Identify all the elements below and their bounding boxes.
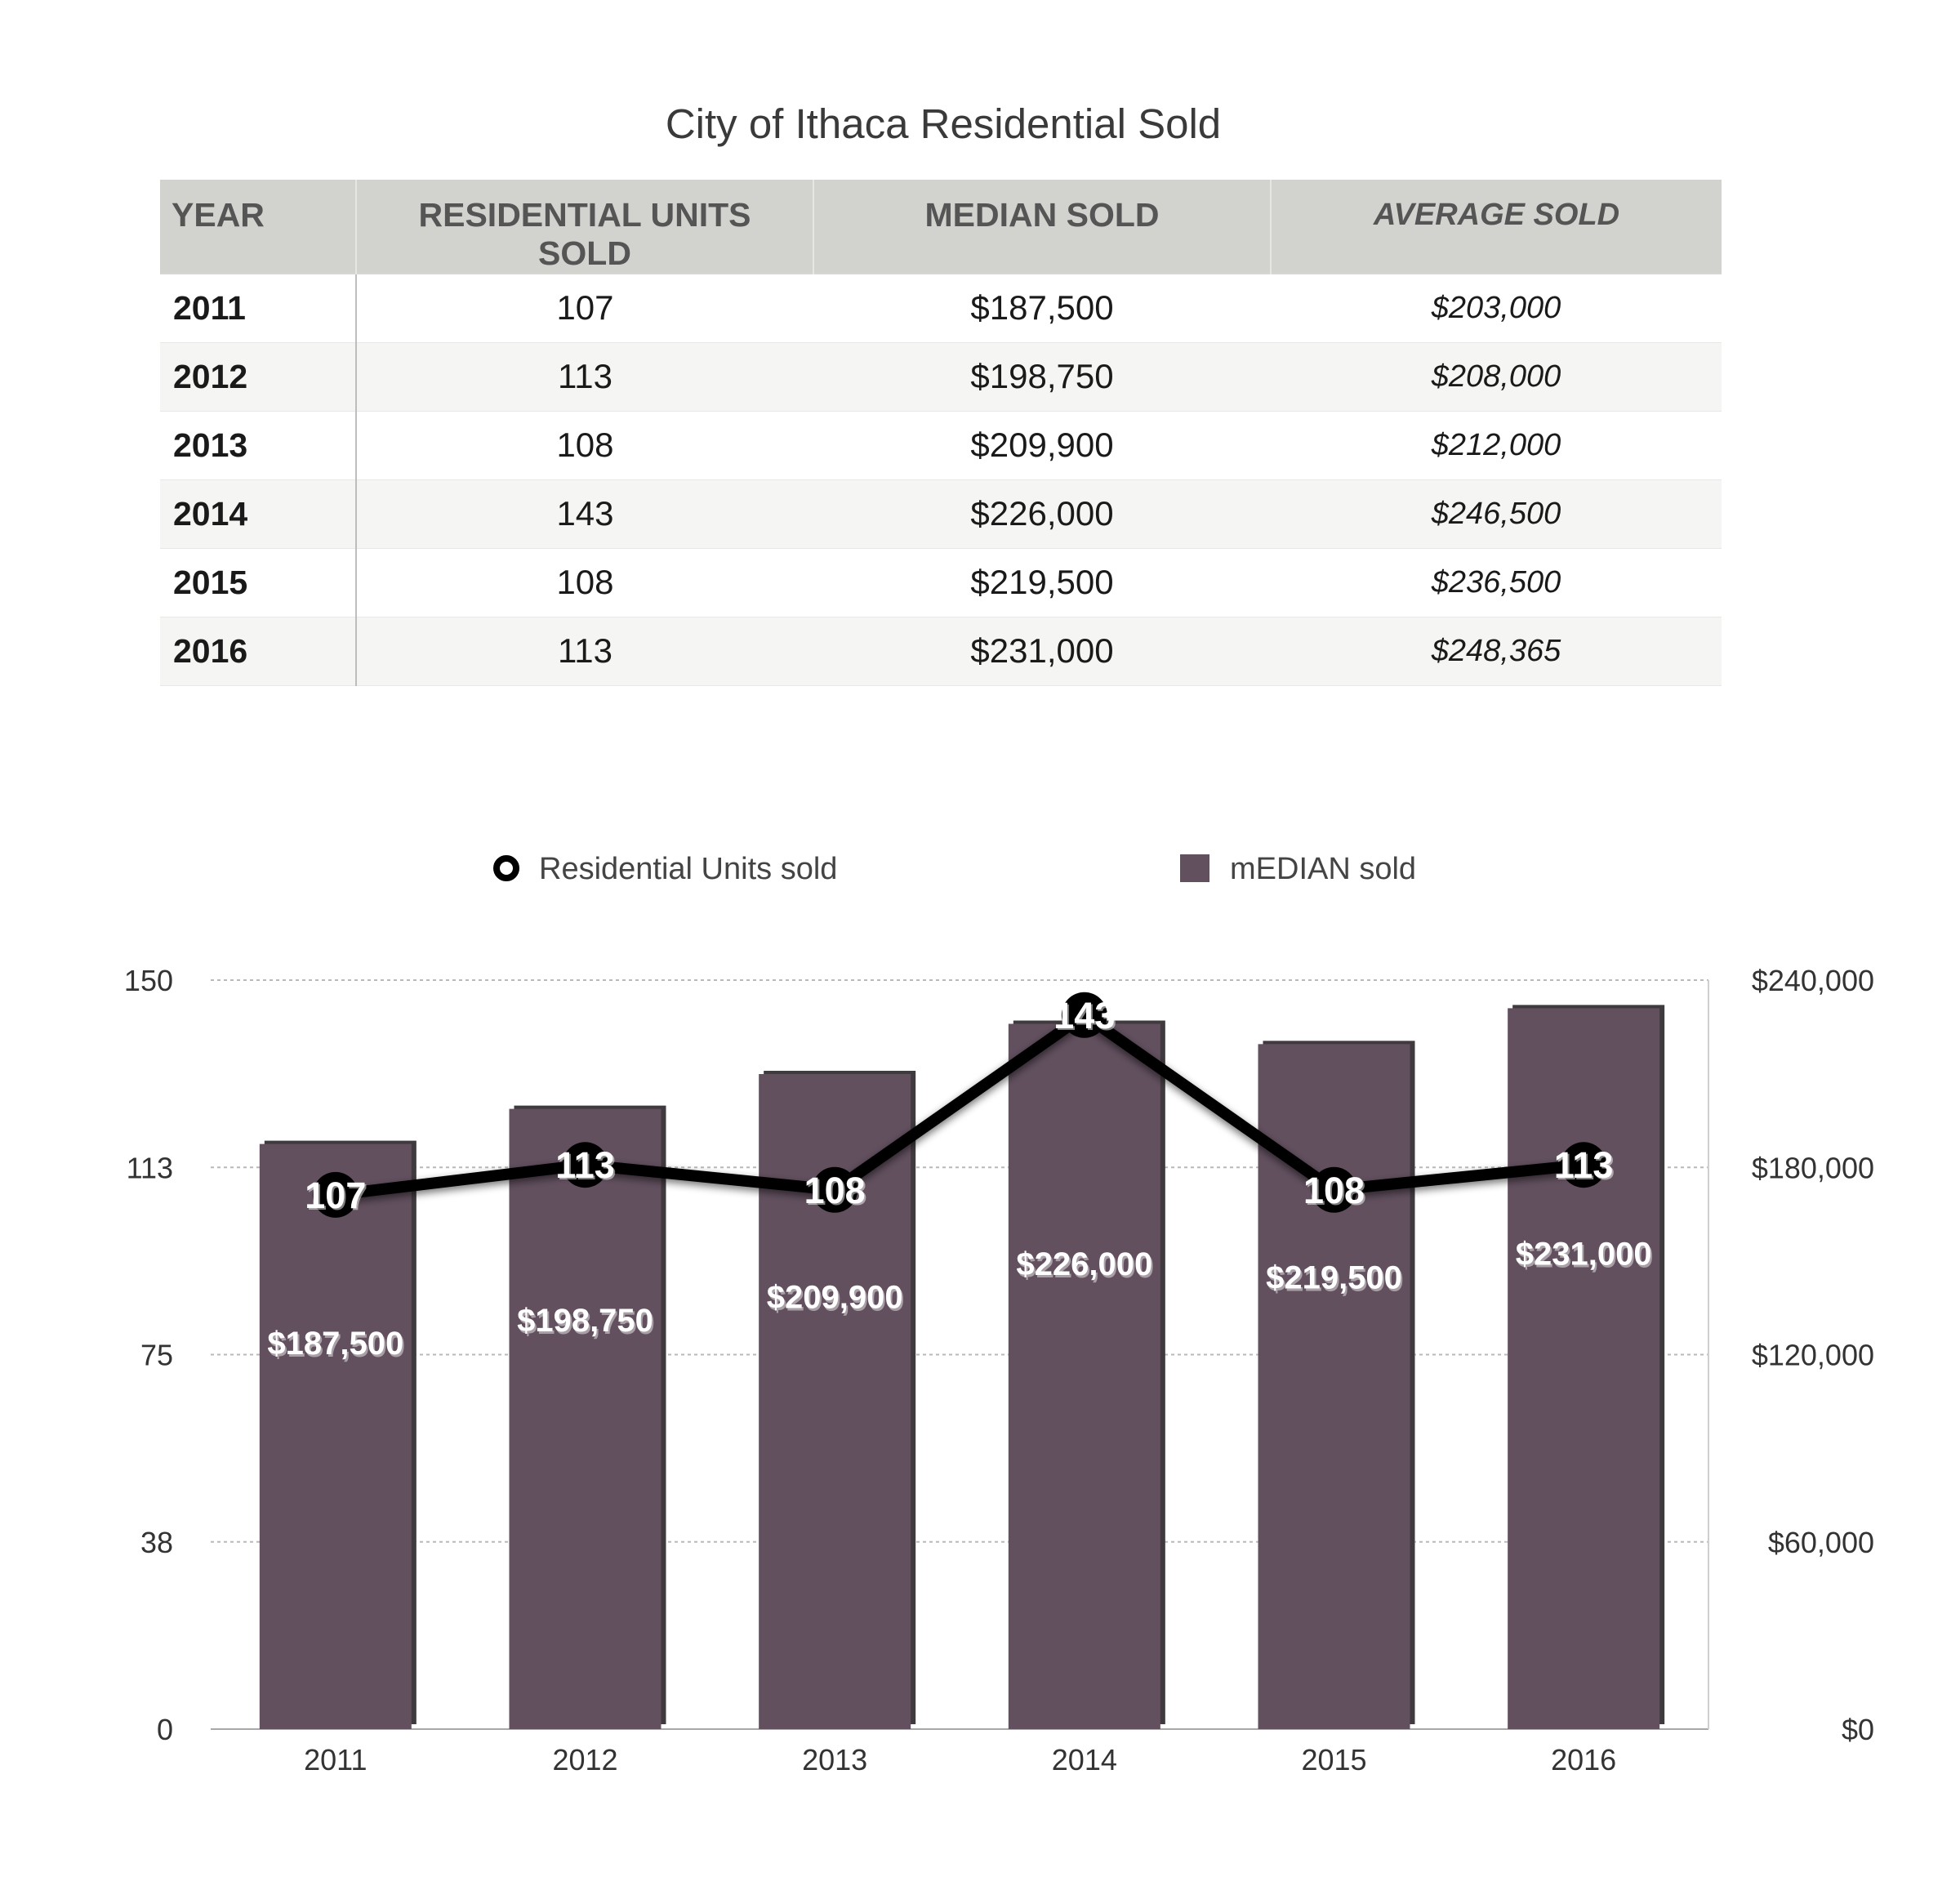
bar-series [259, 1005, 1665, 1729]
x-tick-label: 2011 [304, 1743, 367, 1776]
cell-average: $236,500 [1271, 548, 1722, 617]
header-year: YEAR [160, 180, 357, 274]
bar-value-label-shadow: $187,500 [269, 1328, 405, 1364]
y-left-tick-label: 150 [124, 964, 173, 997]
line-point [1311, 1166, 1357, 1213]
line-point-label: 108 [1303, 1170, 1365, 1211]
line-point [1561, 1142, 1607, 1188]
bar-value-label-shadow: $219,500 [1267, 1262, 1404, 1298]
bar-value-label: $226,000 [1016, 1246, 1152, 1282]
cell-year: 2013 [160, 411, 357, 480]
cell-median: $219,500 [813, 548, 1271, 617]
cell-units: 108 [356, 411, 813, 480]
cell-units: 143 [356, 479, 813, 549]
cell-median: $209,900 [813, 411, 1271, 480]
sales-table: YEAR RESIDENTIAL UNITS SOLD MEDIAN SOLD … [160, 180, 1722, 686]
legend-label-units: Residential Units sold [539, 852, 837, 886]
cell-average: $212,000 [1271, 411, 1722, 480]
bar-median-2016 [1508, 1008, 1660, 1729]
table-row: 2012 113 $198,750 $208,000 [160, 342, 1722, 412]
cell-average: $246,500 [1271, 479, 1722, 549]
x-tick-label: 2015 [1301, 1743, 1366, 1776]
y-right-tick-label: $60,000 [1768, 1526, 1874, 1559]
bar-median-2012 [509, 1108, 662, 1729]
line-point-label: 107 [305, 1175, 366, 1216]
line-point-label: 113 [1554, 1144, 1614, 1186]
cell-average: $248,365 [1271, 617, 1722, 686]
y-right-tick-label: $120,000 [1752, 1339, 1874, 1372]
cell-units: 107 [356, 273, 813, 343]
line-point-label-shadow: 108 [1305, 1171, 1366, 1213]
line-point-label-shadow: 108 [806, 1171, 867, 1213]
cell-year: 2016 [160, 617, 357, 686]
cell-year: 2011 [160, 273, 357, 343]
legend-bar-swatch-icon [1180, 854, 1209, 882]
line-point-label: 108 [804, 1170, 866, 1211]
cell-median: $231,000 [813, 617, 1271, 686]
cell-year: 2015 [160, 548, 357, 617]
table-row: 2011 107 $187,500 $203,000 [160, 273, 1722, 343]
line-point [562, 1142, 608, 1188]
header-units: RESIDENTIAL UNITS SOLD [356, 180, 814, 274]
line-point [812, 1166, 858, 1213]
cell-year: 2014 [160, 479, 357, 549]
table-row: 2016 113 $231,000 $248,365 [160, 617, 1722, 686]
cell-average: $208,000 [1271, 342, 1722, 412]
line-point-label-shadow: 113 [557, 1146, 617, 1188]
bar-value-label-shadow: $209,900 [768, 1282, 905, 1318]
bar-value-label: $209,900 [767, 1280, 903, 1316]
cell-median: $226,000 [813, 479, 1271, 549]
y-right-tick-label: $240,000 [1752, 964, 1874, 997]
bar-median-2011 [259, 1143, 412, 1729]
table-header-row: YEAR RESIDENTIAL UNITS SOLD MEDIAN SOLD … [160, 180, 1722, 274]
line-point-label-shadow: 107 [306, 1176, 368, 1218]
bar-median-2014 [1008, 1023, 1160, 1729]
bar-value-labels: $187,500$187,500$198,750$198,750$209,900… [267, 1236, 1653, 1364]
bar-value-label-shadow: $198,750 [519, 1305, 655, 1341]
line-point-label: 143 [1054, 995, 1115, 1036]
cell-median: $187,500 [813, 273, 1271, 343]
bar-value-label-shadow: $231,000 [1517, 1238, 1654, 1274]
cell-units: 113 [356, 342, 813, 412]
y-left-tick-label: 38 [140, 1526, 173, 1559]
y-left-tick-label: 113 [127, 1151, 173, 1184]
x-tick-label: 2014 [1052, 1743, 1117, 1776]
header-median: MEDIAN SOLD [813, 180, 1272, 274]
cell-units: 113 [356, 617, 813, 686]
cell-year: 2012 [160, 342, 357, 412]
page-title: City of Ithaca Residential Sold [665, 100, 1222, 147]
cell-median: $198,750 [813, 342, 1271, 412]
bar-value-label: $231,000 [1516, 1236, 1652, 1272]
legend-label-median: mEDIAN sold [1230, 852, 1416, 886]
table-row: 2013 108 $209,900 $212,000 [160, 411, 1722, 480]
y-left-tick-label: 75 [140, 1339, 173, 1372]
line-point-label-shadow: 143 [1055, 996, 1116, 1038]
line-point [312, 1171, 359, 1218]
cell-average: $203,000 [1271, 273, 1722, 343]
header-average: AVERAGE SOLD [1271, 180, 1722, 274]
axes: 0 38 75 113 150 $0 $60,000 $120,000 $180,000 $240… [124, 964, 1874, 1776]
grid-lines [211, 979, 1708, 1543]
bar-value-label: $198,750 [517, 1303, 653, 1339]
units-line [329, 1009, 1590, 1201]
line-point-label: 113 [555, 1144, 615, 1186]
x-tick-label: 2013 [802, 1743, 867, 1776]
bar-value-label: $187,500 [267, 1326, 403, 1362]
bar-value-label: $219,500 [1266, 1259, 1402, 1295]
cell-units: 108 [356, 548, 813, 617]
y-right-tick-label: $180,000 [1752, 1151, 1874, 1184]
line-point-label-shadow: 113 [1556, 1146, 1615, 1188]
y-right-tick-label: $0 [1842, 1713, 1874, 1746]
bar-value-label-shadow: $226,000 [1018, 1249, 1154, 1285]
table-row: 2014 143 $226,000 $246,500 [160, 479, 1722, 549]
y-left-tick-label: 0 [157, 1713, 173, 1746]
table-row: 2015 108 $219,500 $236,500 [160, 548, 1722, 617]
x-tick-label: 2012 [552, 1743, 617, 1776]
legend: Residential Units sold mEDIAN sold [493, 852, 1416, 886]
legend-line-marker-icon [493, 855, 519, 881]
x-tick-label: 2016 [1551, 1743, 1616, 1776]
line-point [1061, 992, 1107, 1038]
